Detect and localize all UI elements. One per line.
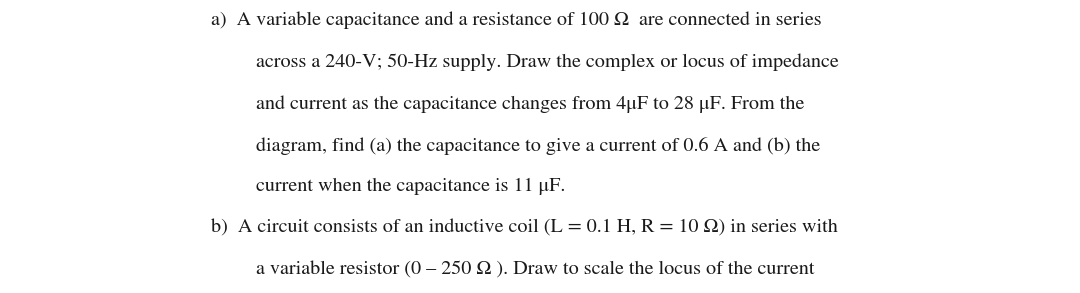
Text: a variable resistor (0 – 250 Ω ). Draw to scale the locus of the current: a variable resistor (0 – 250 Ω ). Draw t…: [256, 261, 814, 279]
Text: a)  A variable capacitance and a resistance of 100 Ω  are connected in series: a) A variable capacitance and a resistan…: [211, 12, 821, 29]
Text: diagram, find (a) the capacitance to give a current of 0.6 A and (b) the: diagram, find (a) the capacitance to giv…: [256, 137, 820, 154]
Text: across a 240-V; 50-Hz supply. Draw the complex or locus of impedance: across a 240-V; 50-Hz supply. Draw the c…: [256, 53, 839, 71]
Text: current when the capacitance is 11 μF.: current when the capacitance is 11 μF.: [256, 178, 565, 195]
Text: b)  A circuit consists of an inductive coil (L = 0.1 H, R = 10 Ω) in series with: b) A circuit consists of an inductive co…: [211, 220, 837, 237]
Text: and current as the capacitance changes from 4μF to 28 μF. From the: and current as the capacitance changes f…: [256, 95, 805, 113]
